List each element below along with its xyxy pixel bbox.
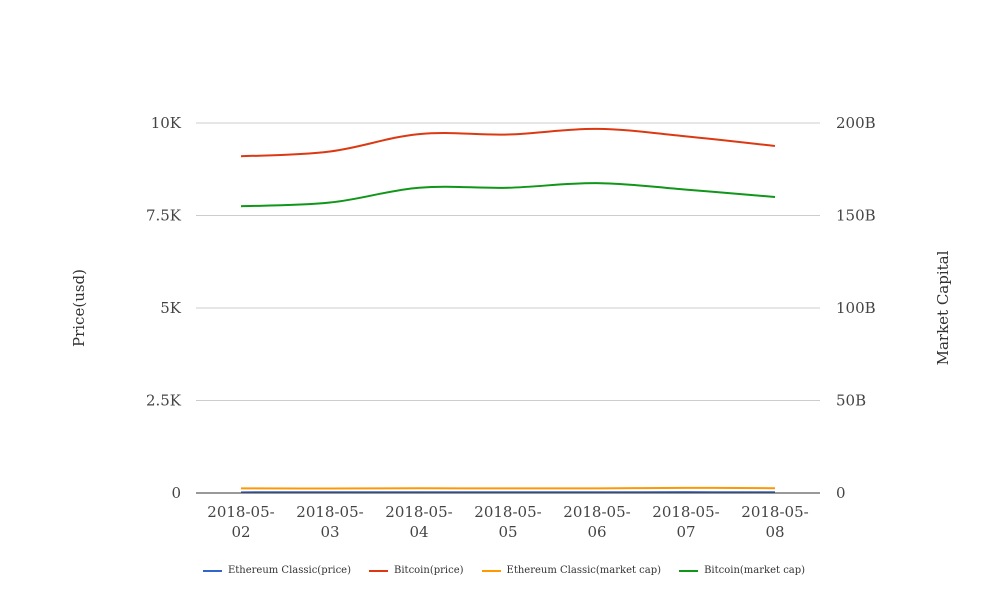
legend-label: Bitcoin(market cap) [704, 565, 806, 576]
y-tick-label-right: 50B [836, 392, 866, 410]
legend: Ethereum Classic(price) Bitcoin(price) Eth… [0, 565, 1008, 576]
y-tick-label-right: 0 [836, 484, 846, 502]
legend-swatch [202, 569, 222, 572]
y-tick-label-right: 100B [836, 299, 876, 317]
legend-swatch [481, 569, 501, 572]
series-lines [240, 127, 776, 494]
y-tick-label-left: 5K [160, 299, 182, 317]
legend-swatch [679, 569, 699, 572]
gridlines [196, 122, 820, 401]
y-tick-label-left: 2.5K [146, 392, 182, 410]
y-tick-label-left: 10K [151, 114, 182, 132]
x-tick-label: 2018-05-03 [296, 503, 363, 541]
x-tick-label: 2018-05-04 [385, 503, 452, 541]
y-tick-label-right: 200B [836, 114, 876, 132]
legend-label: Ethereum Classic(price) [227, 565, 351, 576]
x-tick-label: 2018-05-06 [563, 503, 630, 541]
legend-item[interactable]: Ethereum Classic(market cap) [481, 565, 662, 576]
y-axis-right-ticks: 0 50B 100B 150B 200B [836, 114, 876, 502]
legend-label: Ethereum Classic(market cap) [506, 565, 662, 576]
series-line-ethereum-classic-market-cap [240, 486, 776, 490]
y-axis-title-right: Market Capital [934, 250, 952, 365]
y-tick-label-right: 150B [836, 207, 876, 225]
legend-swatch [369, 569, 388, 572]
y-tick-label-left: 7.5K [146, 207, 182, 225]
series-line-bitcoin-market-cap [240, 182, 776, 208]
x-axis-ticks: 2018-05-02 2018-05-03 2018-05-04 2018-05-05… [207, 503, 808, 541]
series-line-bitcoin-price [240, 127, 776, 158]
y-tick-label-left: 0 [171, 484, 181, 502]
x-tick-label: 2018-05-08 [741, 503, 808, 541]
y-axis-left-ticks: 0 2.5K 5K 7.5K 10K [146, 114, 182, 502]
legend-label: Bitcoin(price) [394, 565, 464, 576]
y-axis-title-left: Price(usd) [70, 269, 88, 347]
x-tick-label: 2018-05-02 [207, 503, 274, 541]
legend-item[interactable]: Bitcoin(price) [369, 565, 464, 576]
legend-item[interactable]: Ethereum Classic(price) [202, 565, 351, 576]
x-tick-label: 2018-05-07 [652, 503, 719, 541]
legend-item[interactable]: Bitcoin(market cap) [679, 565, 805, 576]
x-tick-label: 2018-05-05 [474, 503, 541, 541]
